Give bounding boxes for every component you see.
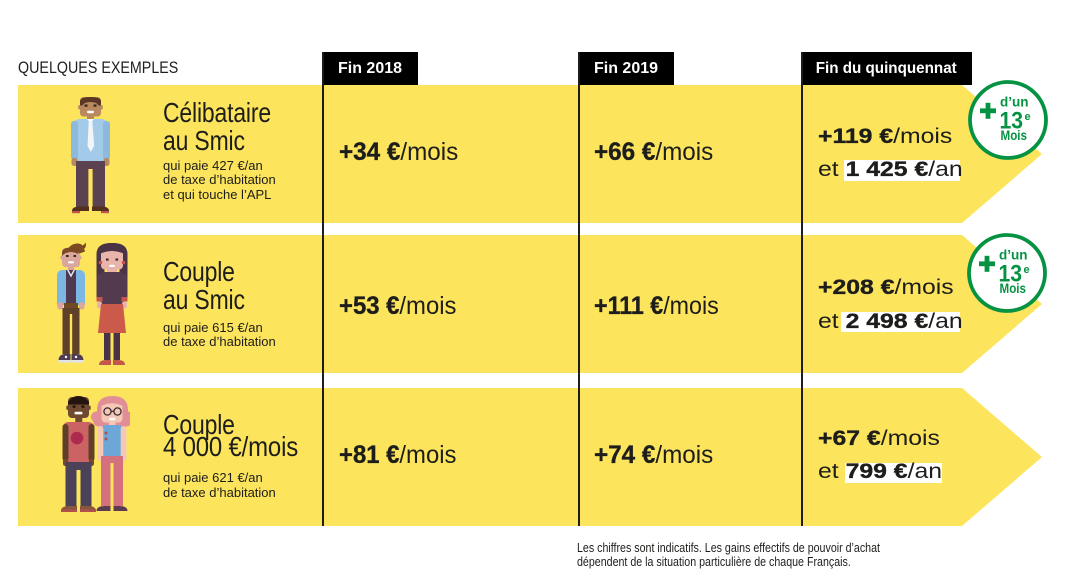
svg-text:e: e <box>1025 111 1031 123</box>
svg-text:Mois: Mois <box>1001 128 1028 143</box>
svg-text:d’un: d’un <box>1000 95 1029 110</box>
svg-text:e: e <box>1024 264 1030 276</box>
svg-text:d’un: d’un <box>999 248 1028 263</box>
svg-text:Mois: Mois <box>1000 281 1027 296</box>
svg-text:13: 13 <box>999 260 1023 287</box>
svg-text:13: 13 <box>1000 107 1024 134</box>
